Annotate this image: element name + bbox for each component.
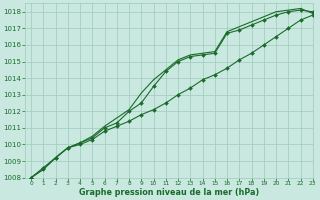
X-axis label: Graphe pression niveau de la mer (hPa): Graphe pression niveau de la mer (hPa) [79, 188, 259, 197]
